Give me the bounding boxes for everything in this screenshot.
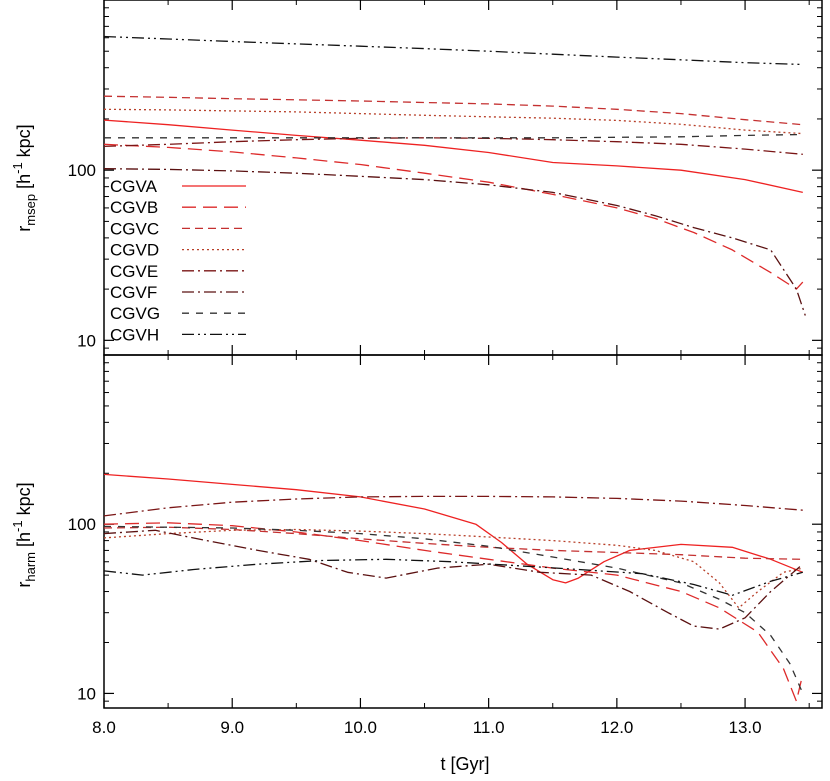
top-y-tick-label: 10 (77, 331, 96, 350)
top-series-cgvf (104, 168, 806, 316)
bottom-y-tick-label: 100 (68, 515, 96, 534)
x-tick-label: 9.0 (220, 718, 244, 737)
legend-label-cgvc: CGVC (110, 219, 159, 238)
x-tick-label: 8.0 (92, 718, 116, 737)
legend-label-cgva: CGVA (110, 177, 158, 196)
top-y-axis-title-sub: msep (23, 194, 38, 226)
top-plot-area: 10 100 CGVA CGVB CGVC CGVD CGVE CGVF CGVG CGVH (68, 0, 823, 356)
legend-label-cgvd: CGVD (110, 241, 159, 260)
legend-label-cgvb: CGVB (110, 198, 158, 217)
bottom-series-cgvd (104, 528, 803, 609)
bottom-plot-area: 10 100 8.0 9.0 10.0 11.0 12.0 13.0 (68, 354, 823, 737)
bottom-y-axis-title: rharm [h-1 kpc] (10, 482, 38, 587)
x-tick-label: 11.0 (473, 718, 505, 737)
bottom-series-cgvb (104, 522, 804, 702)
bottom-series-group (104, 473, 804, 702)
top-series-group (104, 35, 806, 316)
legend: CGVA CGVB CGVC CGVD CGVE CGVF CGVG CGVH (110, 177, 246, 344)
bottom-series-cgvg (104, 525, 804, 694)
top-series-cgve (104, 137, 803, 155)
x-tick-label: 12.0 (600, 718, 633, 737)
bottom-series-cgvc (104, 526, 803, 560)
legend-label-cgvg: CGVG (110, 304, 160, 323)
top-series-cgvd (104, 108, 803, 135)
top-series-cgvg (104, 133, 803, 139)
top-plot-frame (103, 0, 823, 356)
x-tick-label: 10.0 (344, 718, 377, 737)
top-series-cgvc (104, 95, 803, 126)
top-y-axis-title: rmsep [h-1 kpc] (10, 124, 38, 231)
bottom-y-axis-title-sub: harm (23, 552, 38, 582)
top-series-cgvb (104, 143, 804, 290)
top-series-cgvh (104, 35, 803, 66)
bottom-series-cgve (104, 495, 803, 517)
bottom-y-axis-title-sup: -1 (10, 520, 25, 532)
top-series-cgva (104, 119, 803, 194)
legend-label-cgvh: CGVH (110, 325, 159, 344)
top-y-tick-label: 100 (68, 161, 96, 180)
bottom-series-cgvh (104, 558, 803, 596)
legend-label-cgvf: CGVF (110, 283, 157, 302)
top-y-axis-title-sup: -1 (10, 162, 25, 174)
legend-label-cgve: CGVE (110, 262, 158, 281)
bottom-series-cgvf (104, 529, 804, 630)
x-tick-label: 13.0 (729, 718, 762, 737)
bottom-plot-frame (103, 354, 823, 709)
bottom-y-tick-label: 10 (77, 684, 96, 703)
x-axis-title: t [Gyr] (441, 754, 490, 774)
